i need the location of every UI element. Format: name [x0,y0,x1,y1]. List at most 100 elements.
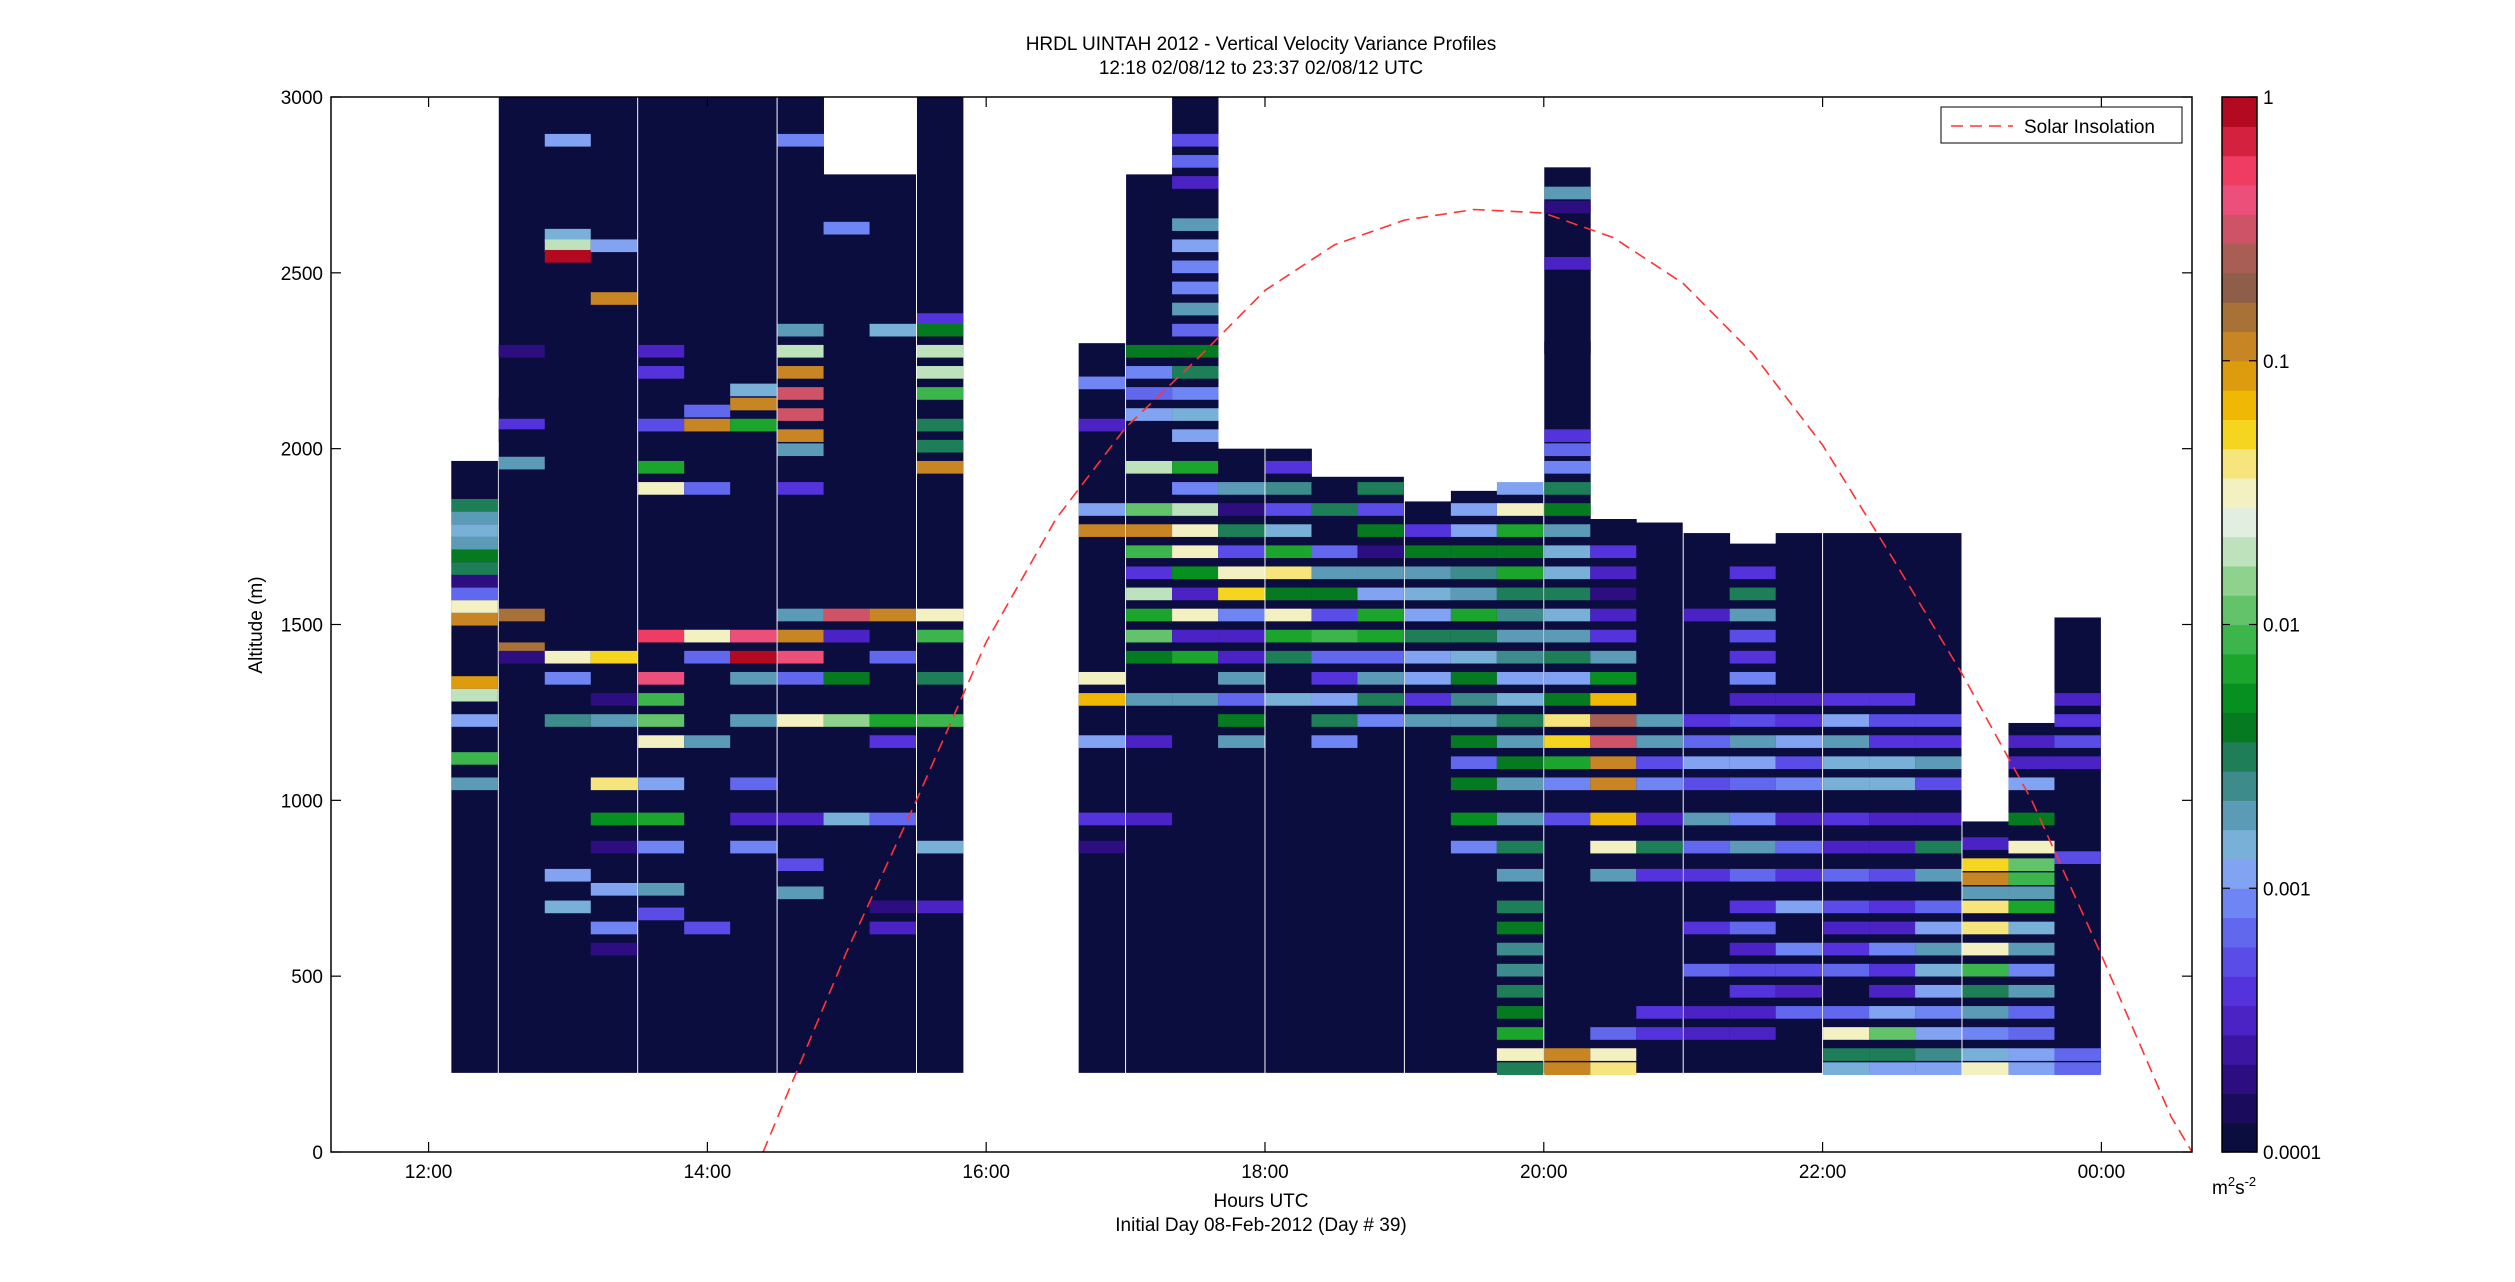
heatmap-cell [1775,693,1823,706]
heatmap-cell [638,366,685,379]
heatmap-cell [730,812,777,826]
colorbar-tick-label: 0.1 [2263,352,2289,373]
heatmap-cell [1775,714,1823,727]
heatmap-cell [1869,1027,1916,1040]
heatmap-cell [730,777,777,791]
heatmap-cell [1172,693,1219,706]
heatmap-cell [1544,200,1591,214]
heatmap-cell [1357,482,1404,495]
heatmap-cell [1590,868,1637,882]
colorbar-band [2222,243,2257,274]
heatmap-cell [2054,735,2101,748]
heatmap-cell [1172,408,1219,421]
heatmap-cell [638,418,685,432]
heatmap-cell [2008,872,2055,886]
heatmap-cell [1265,587,1312,601]
heatmap-cell [1496,1048,1544,1061]
heatmap-cell [916,439,964,453]
heatmap-cell [1496,566,1544,580]
heatmap-cell [638,344,685,358]
heatmap-cell [684,693,731,706]
heatmap-cell [1823,921,1870,935]
heatmap-cell [2008,840,2055,854]
colorbar-band [2222,419,2257,450]
heatmap-cell [1590,812,1637,826]
heatmap-cell [1636,735,1683,748]
heatmap-cell [1590,693,1637,706]
heatmap-cell [2008,1048,2055,1061]
heatmap-cell [1126,735,1173,748]
heatmap-cell [1869,942,1916,956]
heatmap-cell [1962,1027,2009,1040]
heatmap-cell [1683,1027,1731,1040]
heatmap-cell [1869,777,1916,791]
x-tick-label: 22:00 [1799,1162,1847,1183]
heatmap-cell [2008,963,2055,977]
heatmap-cell [1265,524,1312,537]
heatmap-cell [590,239,638,253]
heatmap-cell [1496,1006,1544,1019]
heatmap-cell [916,608,964,622]
heatmap-cell [1823,693,1870,706]
heatmap-cell [1915,714,1962,727]
heatmap-cell [1636,756,1683,770]
heatmap-cell [1357,629,1404,643]
colorbar-unit: m2s-2 [2212,1174,2256,1199]
heatmap-cell [1544,524,1591,537]
heatmap-cell [1126,650,1173,664]
heatmap-cell [1590,777,1637,791]
heatmap-cell [1172,218,1219,231]
heatmap-cell [1172,323,1219,337]
heatmap-cell [1544,714,1591,727]
heatmap-cell [1869,693,1916,706]
heatmap-cell [1823,1048,1870,1061]
heatmap-cell [1729,777,1777,791]
heatmap-cell [590,812,638,826]
heatmap-cell [1775,840,1823,854]
heatmap-cell [1636,777,1683,791]
heatmap-cell [451,600,498,613]
colorbar-ticks: 1 0.1 0.01 0.001 0.0001 [2222,88,2321,1164]
heatmap-column-23 [1636,522,1683,1073]
heatmap-cell [1311,735,1358,748]
heatmap-cell [916,840,964,854]
heatmap-cell [869,812,916,826]
colorbar-band [2222,507,2257,538]
heatmap [451,97,2101,1075]
heatmap-cell [1357,671,1404,685]
heatmap-cell [823,629,870,643]
heatmap-cell [823,221,870,235]
heatmap-cell [1218,714,1265,727]
heatmap-cell [2054,851,2101,864]
heatmap-cell [1218,671,1265,685]
heatmap-cell [1869,735,1916,748]
heatmap-cell [1496,1027,1544,1040]
heatmap-cell [638,671,685,685]
heatmap-cell [1823,963,1870,977]
heatmap-cell [777,886,824,900]
heatmap-cell [1729,693,1777,706]
heatmap-cell [1496,735,1544,748]
colorbar-band [2222,595,2257,626]
heatmap-cell [2008,1006,2055,1019]
heatmap-cell [869,608,916,622]
heatmap-cell [451,676,498,689]
heatmap-cell [1915,942,1962,956]
colorbar-band [2222,448,2257,479]
colorbar-band [2222,917,2257,948]
heatmap-cell [1450,671,1498,685]
heatmap-cell [730,714,777,727]
heatmap-cell [684,840,731,854]
heatmap-cell [1218,587,1265,601]
heatmap-cell [684,404,731,418]
heatmap-cell [498,456,546,470]
heatmap-cell [1126,693,1173,706]
colorbar: 1 0.1 0.01 0.001 0.0001 m2s-2 [2212,88,2321,1199]
colorbar-band [2222,1005,2257,1036]
heatmap-cell [1683,812,1731,826]
heatmap-cell [1544,1062,1591,1075]
heatmap-cell [1869,812,1916,826]
heatmap-cell [1729,671,1777,685]
heatmap-cell [684,735,731,748]
